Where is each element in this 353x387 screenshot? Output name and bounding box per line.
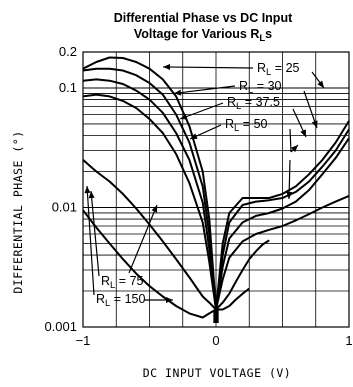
annotation-arrowhead (174, 89, 182, 96)
chart-title-line2: Voltage for Various RLs (134, 27, 272, 44)
annotation-arrow (162, 66, 254, 69)
x-tick-label: 1 (345, 333, 352, 348)
annotation-arrowhead (317, 80, 324, 88)
y-tick-label: 0.01 (52, 199, 77, 214)
x-tick-label: −1 (76, 333, 91, 348)
annotation-label-rl-30: RL = 30 (239, 79, 282, 96)
annotation-arrowhead (286, 191, 293, 199)
chart-title-line1: Differential Phase vs DC Input (114, 11, 293, 25)
annotation-arrowhead (190, 133, 198, 139)
annotation-label-rl-37-5: RL = 37.5 (227, 95, 280, 112)
annotation-arrow (173, 85, 236, 95)
plot-frame (82, 51, 350, 328)
series-convergence-mark (213, 309, 219, 323)
annotation-label-rl-150: RL = 150 (96, 292, 145, 309)
annotation-label-rl-75: RL = 75 (101, 274, 144, 291)
series-lines (82, 56, 350, 323)
annotation-arrowhead (300, 129, 306, 137)
annotation-arrowhead (311, 120, 318, 128)
tick-labels: −1 0 1 0.2 0.1 0.01 0.001 (44, 44, 352, 348)
x-axis-title: DC INPUT VOLTAGE (V) (143, 366, 291, 380)
annotation-arrowhead (151, 205, 158, 213)
annotation-leader (289, 128, 292, 153)
annotation-arrowhead (88, 191, 95, 199)
annotation-label-rl-50: RL = 50 (225, 117, 268, 134)
annotation-arrowhead (290, 145, 298, 153)
annotation-label-rl-25: RL = 25 (257, 61, 300, 78)
annotation-arrow (90, 190, 100, 277)
series-line-rl-150 (82, 209, 250, 319)
y-tick-label: 0.001 (44, 319, 77, 334)
annotation-arrowhead (163, 64, 170, 70)
x-tick-label: 0 (212, 333, 219, 348)
y-tick-label: 0.1 (59, 80, 77, 95)
annotation-arrowhead (180, 113, 188, 120)
series-line-rl-75 (82, 159, 270, 311)
annotation-arrow (179, 102, 224, 120)
y-axis-title: DIFFERENTIAL PHASE (°) (11, 130, 25, 293)
annotation-arrow (86, 185, 95, 296)
annotation-arrow (128, 204, 158, 274)
annotation-arrowhead (166, 297, 173, 303)
y-tick-label: 0.2 (59, 44, 77, 59)
annotation-arrowhead (84, 186, 91, 194)
